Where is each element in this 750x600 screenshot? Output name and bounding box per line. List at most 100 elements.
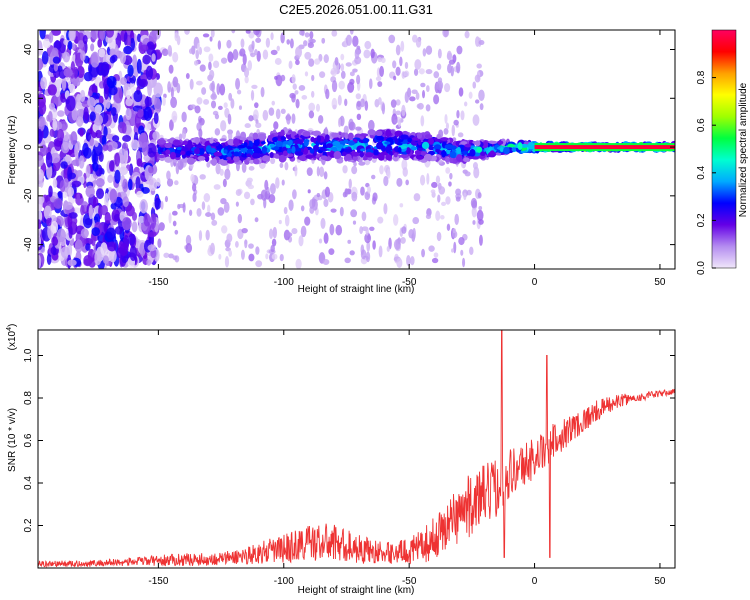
noise-cell	[49, 128, 55, 137]
noise-cell	[208, 61, 212, 71]
noise-cell	[60, 161, 68, 169]
noise-cell	[352, 68, 358, 73]
noise-cell	[213, 184, 221, 190]
noise-cell	[168, 64, 174, 74]
noise-cell	[127, 64, 134, 77]
noise-cell	[196, 97, 203, 105]
noise-cell	[248, 31, 255, 39]
noise-cell	[143, 213, 151, 227]
noise-cell	[224, 256, 230, 268]
noise-cell	[40, 144, 48, 157]
signal-cell	[352, 155, 358, 161]
noise-cell	[47, 84, 57, 96]
signal-cell	[385, 129, 392, 137]
noise-cell	[404, 91, 409, 103]
signal-cell	[406, 147, 411, 155]
signal-cell	[359, 133, 369, 137]
noise-cell	[321, 37, 326, 44]
x-tick-label: -150	[148, 576, 168, 587]
noise-cell	[275, 177, 280, 189]
noise-cell	[219, 168, 224, 176]
noise-cell	[51, 236, 59, 246]
signal-cell	[165, 149, 171, 155]
noise-cell	[365, 251, 371, 263]
noise-cell	[306, 167, 313, 176]
signal-cell	[233, 138, 240, 147]
noise-cell	[304, 32, 310, 38]
noise-cell	[138, 78, 148, 88]
noise-cell	[414, 59, 422, 70]
noise-cell	[103, 126, 108, 138]
noise-cell	[401, 226, 407, 234]
noise-cell	[401, 104, 406, 117]
signal-cell	[267, 134, 272, 142]
signal-cell	[499, 146, 504, 153]
noise-cell	[38, 168, 45, 181]
noise-cell	[139, 199, 148, 214]
noise-cell	[250, 90, 255, 101]
noise-cell	[251, 40, 255, 50]
noise-cell	[132, 30, 141, 34]
noise-cell	[94, 104, 103, 114]
signal-cell	[385, 145, 391, 154]
signal-cell	[233, 151, 240, 157]
noise-cell	[270, 157, 276, 165]
noise-cell	[93, 114, 104, 126]
noise-cell	[291, 94, 296, 103]
noise-cell	[110, 106, 117, 117]
noise-cell	[171, 110, 178, 123]
noise-cell	[50, 220, 59, 234]
noise-cell	[455, 196, 461, 202]
noise-cell	[295, 258, 302, 269]
noise-cell	[280, 32, 285, 44]
noise-cell	[446, 50, 452, 60]
noise-cell	[215, 163, 221, 175]
noise-cell	[139, 44, 149, 52]
signal-cell	[186, 157, 195, 165]
noise-cell	[210, 100, 217, 109]
noise-cell	[441, 201, 447, 207]
x-tick-label: 50	[654, 576, 666, 587]
signal-cell	[362, 137, 370, 144]
signal-cell	[325, 143, 333, 149]
x-tick-label: -100	[274, 277, 294, 288]
noise-cell	[172, 76, 179, 88]
noise-cell	[185, 234, 192, 246]
noise-cell	[87, 96, 96, 108]
noise-cell	[325, 88, 330, 100]
noise-cell	[38, 255, 42, 269]
noise-cell	[360, 98, 365, 108]
noise-cell	[83, 147, 92, 159]
noise-cell	[379, 65, 384, 78]
noise-cell	[76, 169, 83, 177]
noise-cell	[220, 197, 227, 205]
noise-cell	[379, 165, 384, 175]
signal-cell	[176, 146, 183, 151]
noise-cell	[57, 191, 63, 199]
noise-cell	[451, 124, 456, 137]
noise-cell	[295, 59, 300, 66]
noise-cell	[189, 78, 194, 90]
noise-cell	[217, 40, 222, 50]
noise-cell	[245, 30, 251, 34]
x-tick-label: 0	[532, 576, 538, 587]
noise-cell	[142, 54, 151, 65]
signal-cell	[239, 137, 248, 141]
noise-cell	[244, 239, 248, 249]
noise-cell	[53, 63, 59, 72]
noise-cell	[235, 240, 239, 248]
noise-cell	[91, 227, 100, 237]
noise-cell	[105, 30, 114, 38]
colorbar-tick-label: 0.2	[696, 213, 707, 227]
noise-cell	[254, 102, 259, 109]
signal-cell	[480, 151, 486, 156]
noise-cell	[167, 81, 172, 93]
noise-cell	[315, 103, 320, 112]
noise-cell	[444, 114, 448, 124]
noise-cell	[172, 51, 179, 63]
noise-cell	[451, 248, 455, 253]
signal-cell	[347, 132, 354, 141]
noise-cell	[54, 82, 61, 98]
noise-cell	[331, 30, 338, 37]
noise-cell	[469, 246, 474, 256]
